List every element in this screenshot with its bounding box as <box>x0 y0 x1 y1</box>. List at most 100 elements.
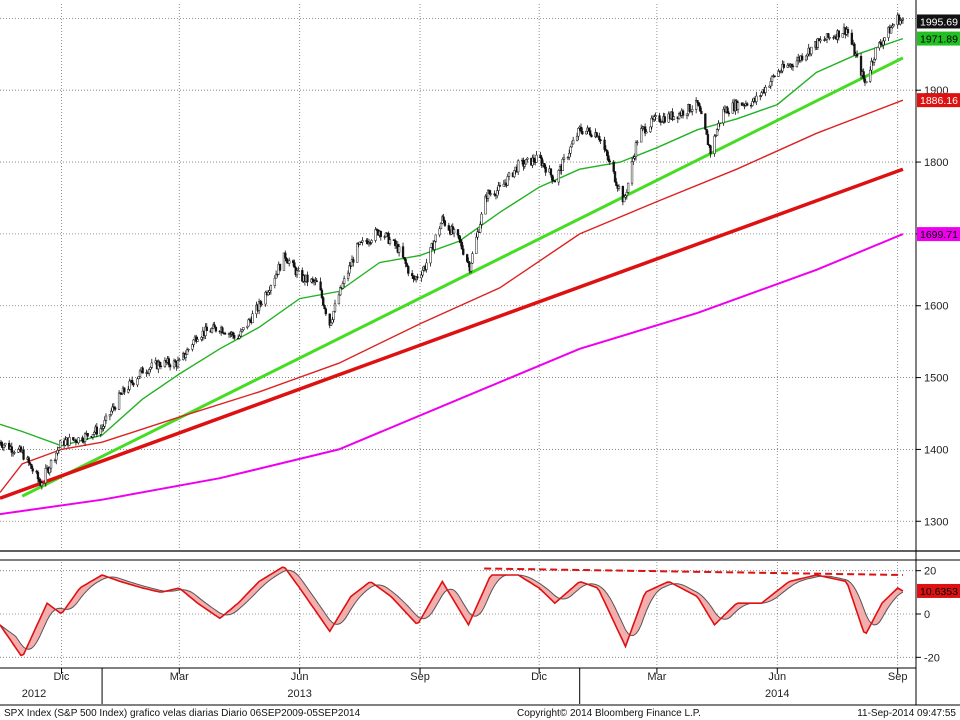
candle <box>791 63 795 72</box>
candle <box>612 159 615 174</box>
candle <box>828 36 831 41</box>
candle-body <box>174 360 177 363</box>
candle <box>434 234 437 243</box>
candle-body <box>205 326 208 332</box>
candle-body <box>595 132 598 138</box>
candle-body <box>274 273 278 279</box>
candle-body <box>322 297 325 306</box>
candle-body <box>319 281 322 291</box>
x-tick-label: Dic <box>531 671 547 683</box>
candle-body <box>790 64 793 67</box>
candle <box>590 133 593 138</box>
candle-body <box>706 134 710 145</box>
candle <box>167 356 170 368</box>
candle-body <box>148 369 151 374</box>
candle <box>889 24 893 34</box>
candle-body <box>131 380 134 384</box>
candle-body <box>192 339 195 345</box>
candle <box>506 173 509 186</box>
candle <box>589 126 592 137</box>
candle-body <box>269 285 273 291</box>
candle-body <box>434 234 437 242</box>
candle <box>706 130 710 145</box>
candle <box>705 128 708 135</box>
candle-body <box>579 126 583 132</box>
candle <box>38 477 41 483</box>
candle-body <box>613 171 617 183</box>
candle <box>394 238 397 250</box>
candle-body <box>297 270 300 272</box>
candle <box>636 140 639 146</box>
candle <box>484 194 487 215</box>
candle <box>19 445 23 453</box>
candle <box>879 39 882 46</box>
candle-body <box>889 27 893 34</box>
candle-body <box>257 301 261 311</box>
candle-body <box>540 157 543 166</box>
candle-body <box>137 376 140 380</box>
candle <box>532 154 536 165</box>
candle <box>522 157 525 171</box>
candle-body <box>260 303 263 306</box>
candle-body <box>879 42 882 45</box>
ma-red-line <box>0 99 904 493</box>
candle-body <box>2 444 6 448</box>
candle-body <box>708 144 711 147</box>
candle <box>343 275 346 288</box>
candle-body <box>643 126 647 134</box>
candle <box>112 403 115 411</box>
candle-body <box>689 111 693 113</box>
candle-body <box>636 141 639 144</box>
candle <box>471 251 474 265</box>
candle <box>425 258 428 273</box>
candle <box>598 132 601 143</box>
candle-body <box>570 143 573 148</box>
candle-body <box>561 159 564 172</box>
candle <box>223 331 227 335</box>
candle-body <box>810 46 813 55</box>
candle <box>696 100 699 105</box>
candle <box>878 40 881 51</box>
candle-body <box>329 322 333 326</box>
candle-body <box>352 259 355 263</box>
candle <box>551 174 554 184</box>
candle <box>882 37 885 50</box>
candle <box>120 392 123 395</box>
candle <box>346 270 350 282</box>
candle-body <box>535 154 538 163</box>
candle-body <box>421 270 424 276</box>
candle <box>407 265 410 277</box>
candle <box>319 277 322 291</box>
candle-body <box>288 260 291 264</box>
candle <box>736 100 740 114</box>
candle <box>200 336 203 342</box>
candle-body <box>604 149 608 151</box>
candle-body <box>10 446 13 453</box>
candle <box>853 42 856 56</box>
candle <box>630 157 634 186</box>
candle-body <box>163 360 167 367</box>
candle <box>617 184 621 191</box>
candle-body <box>306 274 309 283</box>
candle-body <box>100 428 104 430</box>
candle-body <box>429 247 432 264</box>
candle <box>297 266 300 272</box>
candle <box>416 273 419 281</box>
candle <box>438 226 441 238</box>
candle <box>624 193 627 200</box>
candle <box>452 227 456 238</box>
candle-body <box>104 415 108 421</box>
candle-body <box>119 392 122 395</box>
candle <box>137 376 140 380</box>
candle <box>159 362 163 370</box>
candle <box>339 285 342 297</box>
candle <box>486 188 490 202</box>
candle <box>746 102 749 107</box>
osc-fill <box>0 567 903 656</box>
candle <box>568 149 571 161</box>
candle <box>17 448 20 454</box>
candle <box>801 53 804 62</box>
price-tick-label: 1400 <box>924 444 948 456</box>
candle-body <box>572 139 575 145</box>
candle-body <box>539 154 542 159</box>
